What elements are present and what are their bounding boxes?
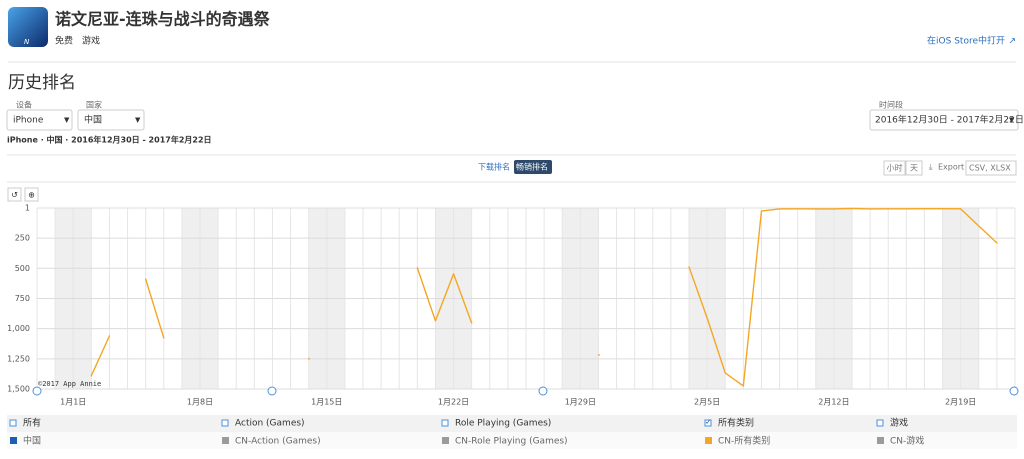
series-label: CN-游戏 xyxy=(890,435,924,447)
device-select[interactable] xyxy=(6,109,73,131)
tabs: 下载排名 畅销排名 xyxy=(478,160,552,174)
event-flag[interactable] xyxy=(32,386,42,396)
y-tick-label: 1,250 xyxy=(7,354,30,363)
summary: iPhone · 中国 · 2016年12月30日 - 2017年2月22日 xyxy=(7,135,212,145)
x-tick-label: 1月8日 xyxy=(187,398,213,407)
x-tick-label: 1月1日 xyxy=(60,398,86,407)
x-tick-label: 2月5日 xyxy=(694,398,720,407)
x-tick-label: 1月29日 xyxy=(565,398,596,407)
series-swatch[interactable] xyxy=(10,437,17,444)
tab[interactable]: 畅销排名 xyxy=(516,162,548,172)
y-tick-label: 250 xyxy=(15,234,30,243)
app-icon xyxy=(8,7,48,47)
series-label: CN-Action (Games) xyxy=(235,437,321,447)
tab[interactable]: 下载排名 xyxy=(478,162,510,172)
download-icon: ⤓ xyxy=(929,163,933,172)
country-value: 中国 xyxy=(84,114,102,126)
caret: ▼ xyxy=(1009,116,1015,124)
filter-label: 所有类别 xyxy=(718,417,754,429)
series-swatch[interactable] xyxy=(442,437,449,444)
country-select[interactable] xyxy=(77,109,145,131)
series-label: 中国 xyxy=(23,435,41,447)
genre: 游戏 xyxy=(82,35,100,47)
app-title: 诺文尼亚-连珠与战斗的奇遇祭 xyxy=(55,10,271,29)
icon-mark: N xyxy=(24,38,30,46)
y-tick-label: 750 xyxy=(15,294,30,303)
event-flags xyxy=(32,386,1019,396)
event-flag[interactable] xyxy=(1009,386,1019,396)
x-tick-label: 1月22日 xyxy=(438,398,469,407)
period-select[interactable] xyxy=(869,109,1019,131)
caret: ▼ xyxy=(64,116,70,124)
export-label[interactable]: Export xyxy=(938,163,964,172)
zoom-icon: ⊕ xyxy=(28,191,35,200)
series-swatch[interactable] xyxy=(877,437,884,444)
day-label: 天 xyxy=(910,164,918,173)
zoom-button[interactable] xyxy=(24,187,39,202)
series-swatch[interactable] xyxy=(705,437,712,444)
event-flag[interactable] xyxy=(267,386,277,396)
series-label: CN-Role Playing (Games) xyxy=(455,437,568,447)
check-mark: ✓ xyxy=(705,418,712,427)
format-button[interactable] xyxy=(965,160,1017,176)
tab-active xyxy=(514,160,552,174)
day-button[interactable] xyxy=(905,160,923,176)
period-value: 2016年12月30日 - 2017年2月22日 xyxy=(875,114,1024,126)
price: 免费 xyxy=(55,35,73,47)
filter-checkbox[interactable] xyxy=(876,419,884,427)
country-label: 国家 xyxy=(86,100,102,110)
external-icon: ↗ xyxy=(1008,37,1016,47)
reset-icon: ↺ xyxy=(11,191,18,200)
filter-label: 游戏 xyxy=(890,417,908,429)
filter-label: Action (Games) xyxy=(235,419,305,429)
x-tick-label: 1月15日 xyxy=(311,398,342,407)
hour-button[interactable] xyxy=(883,160,906,176)
plot: 1 250 500 750 1,000 1,250 1,500 1月1日 1月8日 1月15日 1月… xyxy=(7,204,1016,407)
legend-header-row xyxy=(7,415,1017,432)
format-label: CSV, XLSX xyxy=(969,164,1011,173)
event-flag[interactable] xyxy=(538,386,548,396)
filter-checkbox[interactable] xyxy=(9,419,17,427)
x-tick-label: 2月12日 xyxy=(818,398,849,407)
filter-checkbox[interactable] xyxy=(704,419,712,427)
period-label: 时间段 xyxy=(879,100,903,110)
rank-line xyxy=(90,207,998,387)
series-swatch[interactable] xyxy=(222,437,229,444)
y-tick-label: 1 xyxy=(25,204,30,213)
y-tick-label: 1,000 xyxy=(7,324,30,333)
series-label: CN-所有类别 xyxy=(718,435,770,447)
filter-label: Role Playing (Games) xyxy=(455,419,551,429)
y-tick-label: 1,500 xyxy=(7,385,30,394)
device-value: iPhone xyxy=(13,116,44,126)
device-label: 设备 xyxy=(16,100,32,110)
legend-series-row xyxy=(7,432,1017,449)
caret: ▼ xyxy=(135,116,141,124)
copyright: ©2017 App Annie xyxy=(38,380,101,388)
section-title: 历史排名 xyxy=(8,73,76,93)
reset-button[interactable] xyxy=(7,187,22,202)
y-tick-label: 500 xyxy=(15,264,30,273)
store-link[interactable]: 在iOS Store中打开 xyxy=(927,35,1005,47)
legend: 所有 Action (Games) Role Playing (Games) ✓ 所有类… xyxy=(9,417,924,447)
x-tick-label: 2月19日 xyxy=(945,398,976,407)
filter-checkbox[interactable] xyxy=(441,419,449,427)
filter-label: 所有 xyxy=(23,417,41,429)
filter-checkbox[interactable] xyxy=(221,419,229,427)
hour-label: 小时 xyxy=(887,163,903,173)
